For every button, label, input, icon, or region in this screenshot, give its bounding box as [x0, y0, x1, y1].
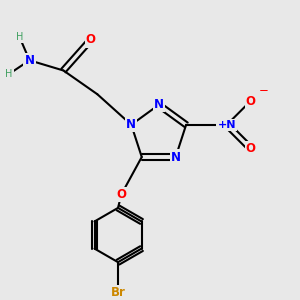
Text: +N: +N: [218, 120, 236, 130]
Text: H: H: [5, 69, 13, 79]
Text: O: O: [116, 188, 126, 201]
Text: N: N: [126, 118, 136, 131]
Text: N: N: [171, 151, 181, 164]
Text: O: O: [246, 142, 256, 155]
Text: O: O: [85, 34, 96, 46]
Text: Br: Br: [111, 286, 125, 299]
Text: H: H: [16, 32, 23, 42]
Text: −: −: [259, 84, 269, 98]
Text: N: N: [25, 54, 34, 67]
Text: N: N: [154, 98, 164, 111]
Text: O: O: [246, 94, 256, 107]
